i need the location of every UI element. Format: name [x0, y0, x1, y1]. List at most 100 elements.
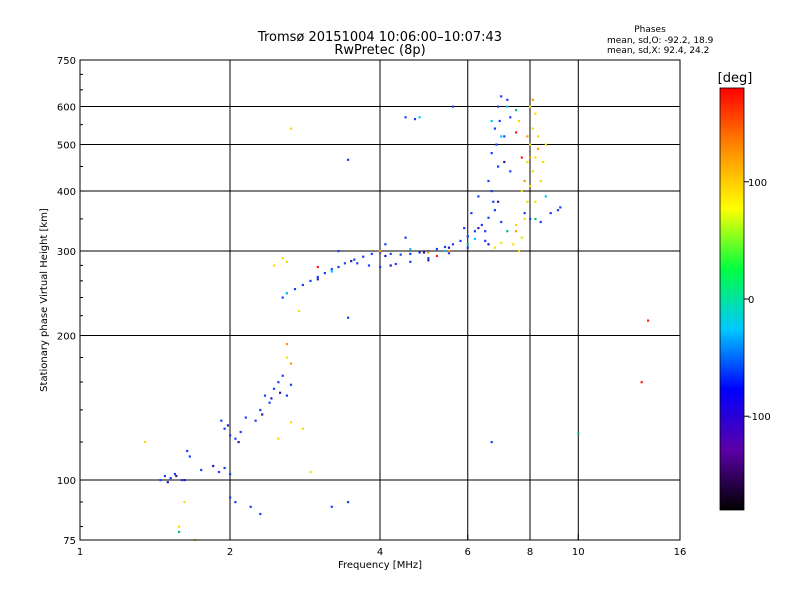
- data-point: [503, 135, 506, 138]
- data-point: [506, 230, 509, 233]
- data-point: [297, 310, 301, 313]
- data-point: [517, 119, 521, 123]
- data-point: [259, 512, 262, 516]
- data-point: [277, 381, 280, 384]
- data-point: [577, 432, 580, 435]
- data-point: [490, 190, 493, 193]
- phase-stats-x: mean, sd,X: 92.4, 24.2: [607, 46, 709, 56]
- data-point: [379, 251, 382, 254]
- data-point: [463, 227, 466, 230]
- data-point: [529, 217, 532, 221]
- data-point: [285, 292, 288, 295]
- data-point: [459, 239, 462, 242]
- data-point: [647, 319, 650, 322]
- data-point: [515, 131, 518, 134]
- data-point: [409, 247, 412, 251]
- data-point: [289, 127, 293, 130]
- x-axis-label: Frequency [MHz]: [338, 560, 422, 571]
- data-point: [229, 434, 232, 437]
- data-point: [330, 505, 333, 508]
- y-tick-label: 200: [57, 332, 76, 343]
- data-point: [389, 264, 392, 267]
- data-point: [330, 268, 333, 271]
- data-point: [418, 251, 421, 254]
- data-point: [515, 223, 518, 227]
- data-point: [544, 143, 547, 146]
- data-point: [343, 262, 346, 265]
- data-point: [526, 135, 529, 138]
- data-point: [259, 408, 262, 412]
- data-point: [143, 441, 147, 444]
- x-tick-label: 10: [572, 547, 585, 558]
- data-point: [272, 264, 276, 267]
- colorbar-tick-label: 0: [748, 295, 754, 306]
- data-point: [539, 179, 542, 183]
- data-point: [268, 401, 271, 404]
- data-point: [277, 437, 280, 440]
- data-point: [534, 112, 537, 115]
- data-point: [384, 243, 387, 246]
- data-point: [244, 416, 247, 419]
- data-point: [226, 424, 229, 427]
- chart-title: Tromsø 20151004 10:06:00–10:07:43: [257, 30, 502, 45]
- data-point: [337, 265, 340, 269]
- data-point: [427, 257, 430, 260]
- data-point: [362, 255, 365, 258]
- data-point: [556, 209, 560, 212]
- data-point: [272, 387, 276, 390]
- data-point: [422, 251, 426, 254]
- data-point: [559, 206, 562, 209]
- phase-stats-o: mean, sd,O: -92.2, 18.9: [607, 36, 714, 46]
- data-point: [353, 258, 356, 261]
- data-point: [487, 243, 490, 246]
- data-point: [175, 474, 178, 478]
- data-point: [477, 227, 480, 230]
- data-point: [447, 246, 451, 249]
- data-point: [186, 449, 189, 453]
- data-point: [542, 160, 545, 164]
- data-point: [495, 143, 498, 146]
- data-point: [427, 250, 430, 253]
- data-point: [384, 254, 387, 258]
- data-point: [490, 152, 493, 155]
- data-point: [451, 105, 454, 108]
- x-tick-label: 16: [674, 547, 687, 558]
- data-point: [529, 143, 532, 146]
- data-point: [309, 470, 312, 474]
- data-point: [523, 212, 526, 215]
- data-point: [493, 209, 496, 212]
- colorbar-ticks: 100 0 -100: [744, 178, 771, 423]
- data-point: [229, 472, 232, 476]
- data-point: [281, 296, 284, 299]
- data-point: [270, 397, 273, 400]
- data-point: [534, 156, 537, 159]
- data-point: [289, 383, 293, 386]
- data-point: [529, 156, 532, 159]
- data-point: [223, 466, 226, 470]
- x-tick-label: 2: [227, 547, 233, 558]
- data-point: [163, 474, 166, 478]
- data-point: [234, 437, 237, 440]
- data-point: [293, 288, 297, 291]
- data-point: [487, 179, 490, 183]
- data-point: [480, 223, 483, 227]
- data-point: [404, 236, 407, 239]
- colorbar-label: [deg]: [718, 71, 753, 86]
- data-point: [159, 479, 162, 482]
- data-point: [178, 525, 181, 528]
- data-point: [443, 245, 447, 249]
- data-point: [285, 356, 288, 359]
- data-point: [389, 252, 392, 255]
- data-point: [506, 105, 509, 108]
- y-tick-label: 300: [57, 247, 76, 258]
- data-point: [279, 391, 282, 394]
- data-point: [379, 265, 382, 269]
- data-point: [534, 217, 537, 221]
- data-point: [466, 235, 469, 238]
- y-tick-label: 600: [57, 103, 76, 114]
- data-point: [370, 252, 373, 255]
- data-point: [497, 200, 500, 203]
- data-point: [404, 116, 407, 119]
- data-point: [285, 394, 288, 397]
- data-point: [261, 413, 264, 416]
